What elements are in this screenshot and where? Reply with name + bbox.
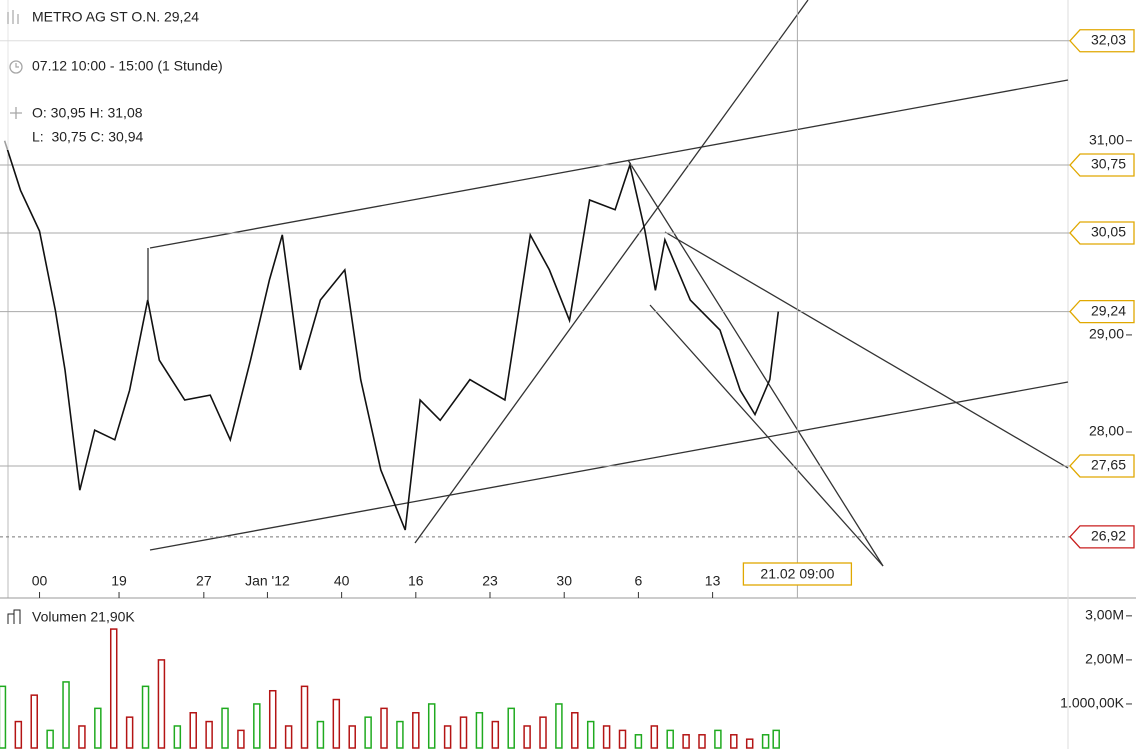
volume-bar [316, 720, 325, 749]
level-badge [1069, 299, 1135, 324]
volume-title: Volumen 21,90K [32, 609, 135, 625]
volume-bar [666, 729, 674, 749]
trend-line [414, 0, 809, 544]
chart-title: METRO AG ST O.N. 29,24 [32, 9, 199, 25]
level-label: 30,75 [1091, 156, 1126, 172]
volume-bar [507, 707, 515, 749]
volume-bar [364, 716, 372, 749]
header-backdrop [0, 0, 240, 150]
volume-bar [698, 734, 706, 749]
volume-bar [0, 685, 7, 749]
volume-bar [539, 716, 547, 749]
volume-bar [253, 703, 261, 749]
crosshair-badge [742, 562, 853, 586]
volume-bar [14, 720, 23, 749]
volume-bar [157, 659, 166, 749]
volume-bar [189, 712, 197, 749]
volume-bar [125, 716, 134, 749]
x-tick-label: 16 [408, 573, 424, 589]
trend-line [149, 79, 1069, 249]
volume-bar [761, 734, 770, 749]
level-badge [1069, 525, 1135, 549]
volume-bar [555, 703, 563, 749]
price-line [3, 140, 780, 531]
y-tick-label: 29,00 [1089, 326, 1124, 342]
trend-line [627, 159, 884, 567]
y-tick-label: 2,00M [1085, 651, 1124, 667]
volume-bar [380, 707, 388, 749]
trend-line [649, 304, 884, 567]
volume-bar [141, 685, 150, 749]
y-tick-label: 31,00 [1089, 131, 1124, 147]
volume-bar [618, 729, 627, 749]
volume-bar [30, 694, 38, 749]
x-tick-label: 23 [482, 573, 498, 589]
volume-bar [491, 720, 500, 749]
x-tick-label: 6 [635, 573, 643, 589]
ohlc-info: L: 30,75 C: 30,94 [32, 129, 144, 145]
volume-bar [109, 628, 118, 749]
volume-bar [300, 685, 309, 749]
x-tick-label: Jan '12 [245, 573, 290, 589]
volume-bar [714, 729, 722, 749]
volume-bar [173, 725, 182, 749]
volume-bar [205, 720, 213, 749]
level-label: 26,92 [1091, 528, 1126, 544]
y-tick-label: 3,00M [1085, 607, 1124, 623]
volume-bar [78, 725, 86, 749]
volume-bar [46, 729, 54, 749]
x-tick-label: 27 [196, 573, 212, 589]
x-tick-label: 13 [705, 573, 721, 589]
y-tick-label: 1.000,00K [1060, 695, 1124, 711]
volume-bar [650, 725, 659, 749]
volume-bar [237, 729, 245, 749]
volume-bar [602, 725, 611, 749]
volume-bar [62, 681, 70, 749]
x-tick-label: 30 [556, 573, 572, 589]
level-label: 30,05 [1091, 224, 1126, 240]
level-badge [1069, 454, 1135, 478]
volume-bar [427, 703, 436, 749]
volume-bar [772, 729, 780, 749]
x-tick-label: 19 [111, 573, 127, 589]
volume-bar [268, 689, 277, 749]
crosshair-label: 21.02 09:00 [760, 566, 834, 582]
volume-bar [682, 734, 690, 749]
level-badge [1069, 153, 1135, 177]
volume-bar [348, 725, 356, 749]
volume-bar [730, 734, 738, 749]
volume-bar [586, 720, 595, 749]
volume-bar [221, 707, 229, 749]
volume-bar [459, 716, 468, 749]
volume-bar [412, 712, 420, 749]
volume-bar [284, 725, 293, 749]
y-tick-label: 28,00 [1089, 423, 1124, 439]
ohlc-info: O: 30,95 H: 31,08 [32, 105, 143, 121]
volume-bar [94, 707, 102, 749]
volume-bar [634, 734, 643, 749]
volume-bar [475, 712, 484, 749]
volume-bar [745, 738, 754, 749]
trend-line [664, 231, 1069, 469]
x-tick-label: 00 [32, 573, 48, 589]
volume-bar [396, 720, 404, 749]
level-label: 32,03 [1091, 31, 1126, 47]
volume-bar [571, 712, 579, 749]
level-label: 29,24 [1091, 302, 1126, 318]
level-badge [1069, 29, 1135, 53]
volume-icon [7, 609, 21, 624]
volume-bar [332, 698, 341, 749]
x-tick-label: 40 [334, 573, 350, 589]
chart-subtitle: 07.12 10:00 - 15:00 (1 Stunde) [32, 58, 223, 74]
volume-bar [443, 725, 452, 749]
level-label: 27,65 [1091, 457, 1126, 473]
level-badge [1069, 221, 1135, 245]
volume-bar [523, 725, 531, 749]
